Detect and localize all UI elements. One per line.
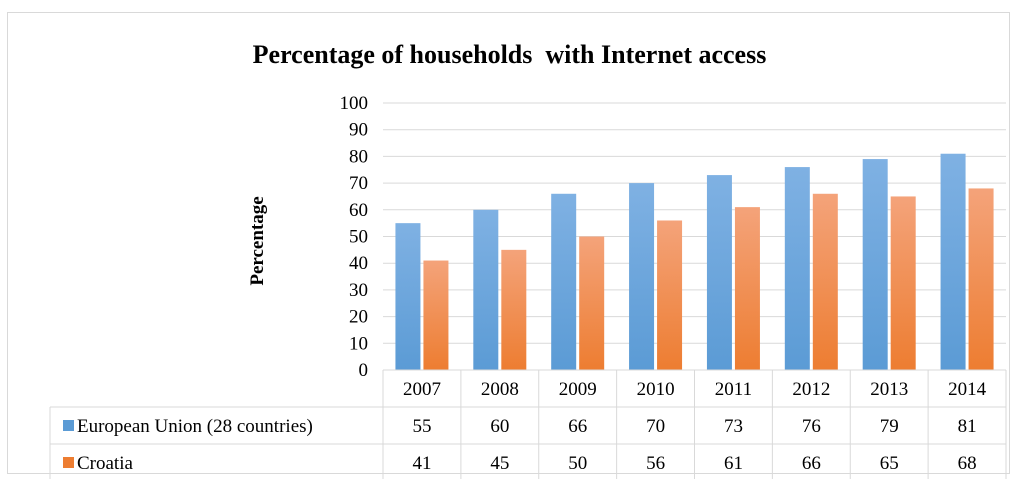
bar-eu-2009: [551, 193, 577, 370]
data-label: 81: [958, 416, 977, 437]
data-label: 45: [490, 453, 509, 474]
data-label: 66: [568, 416, 587, 437]
data-label: 68: [958, 453, 977, 474]
x-tick-label: 2007: [403, 379, 441, 400]
bars: [395, 153, 994, 370]
bar-croatia-2012: [812, 193, 838, 370]
y-tick-label: 10: [349, 333, 368, 354]
bar-eu-2007: [395, 223, 421, 370]
bar-croatia-2008: [501, 249, 527, 370]
data-label: 60: [490, 416, 509, 437]
y-tick-label: 40: [349, 253, 368, 274]
bar-croatia-2013: [890, 196, 916, 370]
legend-swatch: [63, 457, 74, 468]
bar-croatia-2014: [968, 188, 994, 370]
y-tick-label: 60: [349, 200, 368, 221]
data-label: 66: [802, 453, 821, 474]
y-tick-label: 90: [349, 120, 368, 141]
x-tick-label: 2009: [559, 379, 597, 400]
data-label: 55: [412, 416, 431, 437]
bar-eu-2013: [862, 159, 888, 370]
chart-frame: [7, 12, 1010, 474]
data-label: 61: [724, 453, 743, 474]
x-tick-label: 2013: [870, 379, 908, 400]
y-tick-label: 80: [349, 146, 368, 167]
data-label: 50: [568, 453, 587, 474]
bar-croatia-2009: [579, 236, 605, 370]
y-tick-labels: 0 10 20 30 40 50 60 70 80 90 100: [340, 93, 369, 381]
data-label: 70: [646, 416, 665, 437]
bar-eu-2014: [940, 153, 966, 370]
legend-label: European Union (28 countries): [77, 416, 313, 437]
bar-croatia-2011: [734, 207, 760, 370]
y-tick-label: 30: [349, 280, 368, 301]
bar-eu-2010: [629, 183, 655, 370]
x-tick-label: 2008: [481, 379, 519, 400]
data-label: 65: [880, 453, 899, 474]
x-tick-label: 2011: [715, 379, 752, 400]
y-tick-label: 20: [349, 307, 368, 328]
chart-title: Percentage of households with Internet a…: [252, 40, 767, 69]
bar-eu-2008: [473, 209, 499, 370]
bar-eu-2012: [784, 167, 810, 370]
x-tick-label: 2012: [792, 379, 830, 400]
data-label: 79: [880, 416, 899, 437]
y-tick-label: 0: [359, 360, 369, 381]
y-tick-label: 100: [340, 93, 369, 114]
data-table: 2007 2008 2009 2010 2011 2012 2013 2014 European…: [49, 369, 1007, 479]
legend-label: Croatia: [77, 453, 133, 474]
bar-eu-2011: [706, 175, 732, 370]
x-tick-label: 2010: [637, 379, 675, 400]
y-tick-label: 70: [349, 173, 368, 194]
y-tick-label: 50: [349, 227, 368, 248]
data-label: 41: [412, 453, 431, 474]
data-label: 73: [724, 416, 743, 437]
x-tick-label: 2014: [948, 379, 987, 400]
data-label: 76: [802, 416, 821, 437]
legend-swatch: [63, 420, 74, 431]
bar-croatia-2007: [423, 260, 449, 370]
bar-croatia-2010: [657, 220, 683, 370]
data-label: 56: [646, 453, 665, 474]
